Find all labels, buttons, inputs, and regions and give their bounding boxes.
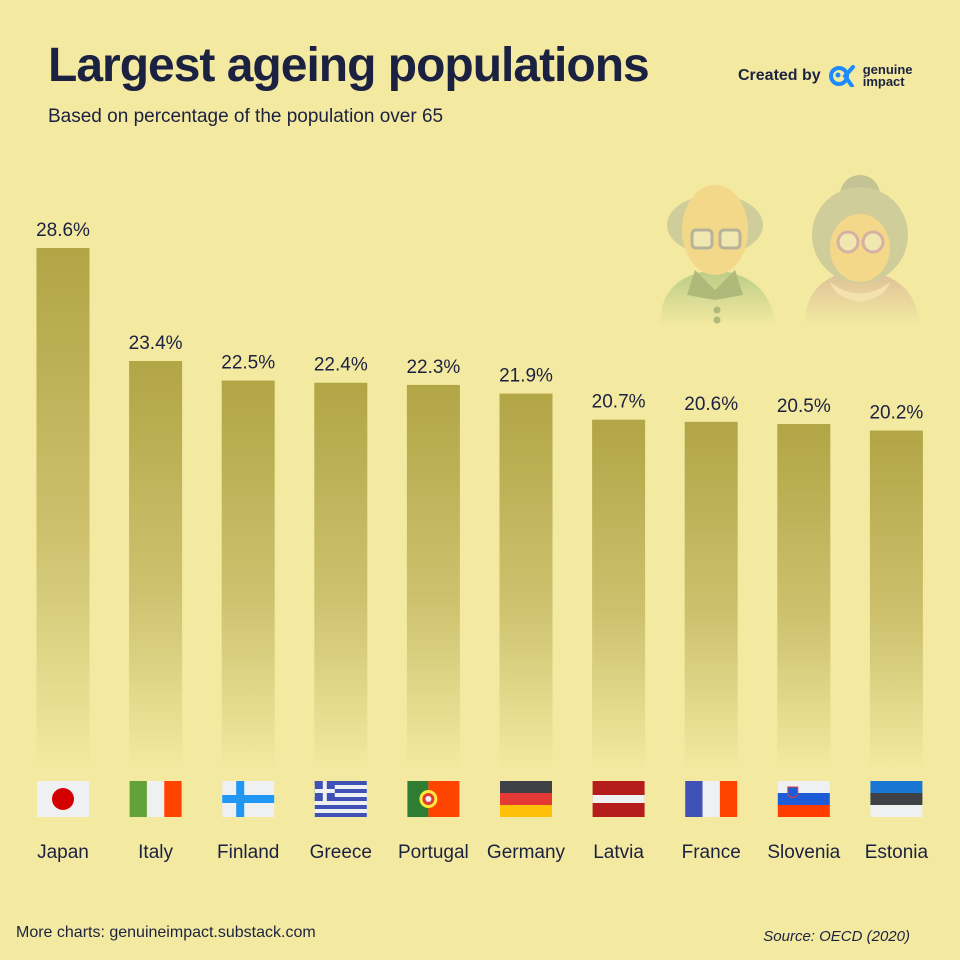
category-label: Latvia: [593, 842, 644, 863]
japan-flag: [37, 781, 89, 817]
bar-finland: [221, 380, 275, 770]
category-label: Japan: [37, 842, 89, 863]
slovenia-flag: [777, 781, 830, 817]
portugal-flag: [407, 781, 460, 817]
bar-italy: [129, 361, 183, 770]
category-label: Greece: [310, 842, 372, 863]
finland-flag: [222, 781, 275, 817]
france-flag: [685, 781, 738, 817]
logo-text-1: genuine: [862, 62, 913, 77]
bar-latvia: [592, 419, 646, 770]
data-label: 20.2%: [869, 403, 923, 424]
italy-flag: [129, 781, 182, 817]
footer-more-charts: More charts: genuineimpact.substack.com: [16, 924, 316, 941]
category-label: Portugal: [398, 842, 469, 863]
elderly-couple-illustration: [660, 175, 920, 325]
bar-greece: [314, 382, 368, 770]
chart-subtitle: Based on percentage of the population ov…: [48, 106, 444, 127]
data-label: 22.5%: [221, 353, 275, 374]
bar-portugal: [406, 384, 460, 770]
bar-germany: [499, 393, 553, 770]
data-label: 21.9%: [499, 366, 553, 387]
credit: Created by genuine impact: [738, 62, 913, 89]
data-label: 22.3%: [406, 357, 460, 378]
category-label: Estonia: [865, 842, 929, 863]
bar-france: [684, 421, 738, 770]
category-label: Slovenia: [767, 842, 840, 863]
footer-source: Source: OECD (2020): [763, 928, 910, 945]
data-label: 20.6%: [684, 394, 738, 415]
bar-estonia: [869, 430, 923, 770]
data-label: 20.7%: [592, 392, 646, 413]
elderly-woman-icon: [805, 175, 920, 325]
category-label: Finland: [217, 842, 279, 863]
data-label: 23.4%: [129, 333, 183, 354]
genuine-impact-logo-icon: [828, 65, 855, 87]
logo-text-2: impact: [862, 74, 905, 89]
greece-flag: [314, 781, 367, 817]
data-label: 28.6%: [36, 220, 90, 241]
data-label: 20.5%: [777, 396, 831, 417]
latvia-flag: [592, 781, 645, 817]
logo-text: genuine impact: [862, 62, 913, 89]
bar-japan: [36, 248, 90, 771]
category-label: Italy: [138, 842, 173, 863]
data-label: 22.4%: [314, 355, 368, 376]
category-label: France: [682, 842, 741, 863]
elderly-man-icon: [660, 185, 775, 325]
germany-flag: [500, 781, 552, 817]
bar-slovenia: [777, 424, 831, 770]
credit-label: Created by: [738, 67, 821, 84]
chart-title: Largest ageing populations: [48, 39, 650, 92]
category-label: Germany: [487, 842, 566, 863]
estonia-flag: [870, 781, 923, 817]
